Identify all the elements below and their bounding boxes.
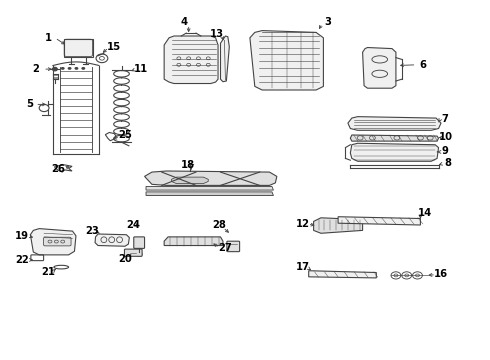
Circle shape <box>61 67 65 70</box>
Polygon shape <box>64 39 93 57</box>
Text: 4: 4 <box>180 17 187 27</box>
FancyBboxPatch shape <box>227 241 240 252</box>
Text: 17: 17 <box>296 262 310 272</box>
Text: 18: 18 <box>181 160 195 170</box>
Text: 12: 12 <box>296 219 310 229</box>
Polygon shape <box>348 117 441 130</box>
Polygon shape <box>164 36 218 84</box>
Text: 5: 5 <box>26 99 33 109</box>
Text: 13: 13 <box>210 29 223 39</box>
FancyBboxPatch shape <box>44 237 71 246</box>
Polygon shape <box>172 177 208 184</box>
Text: 9: 9 <box>441 146 448 156</box>
Text: 19: 19 <box>15 231 29 241</box>
Polygon shape <box>350 135 439 141</box>
Text: 3: 3 <box>324 17 331 27</box>
Polygon shape <box>309 271 376 278</box>
Polygon shape <box>30 229 76 255</box>
Polygon shape <box>220 36 229 82</box>
Text: 2: 2 <box>32 64 39 74</box>
Polygon shape <box>350 143 439 161</box>
Text: 10: 10 <box>439 132 453 142</box>
Polygon shape <box>363 48 396 88</box>
Text: 27: 27 <box>219 243 232 253</box>
Polygon shape <box>146 192 273 195</box>
Polygon shape <box>164 237 223 246</box>
Text: 8: 8 <box>445 158 452 168</box>
Circle shape <box>74 67 78 70</box>
Text: 21: 21 <box>41 267 55 277</box>
Polygon shape <box>314 218 363 233</box>
FancyBboxPatch shape <box>134 237 145 248</box>
Text: 15: 15 <box>107 42 121 52</box>
Text: 28: 28 <box>213 220 226 230</box>
FancyBboxPatch shape <box>124 249 142 256</box>
Polygon shape <box>250 31 323 90</box>
Text: 20: 20 <box>118 254 132 264</box>
Text: 11: 11 <box>134 64 148 74</box>
Text: 6: 6 <box>419 60 426 70</box>
Circle shape <box>68 67 72 70</box>
Text: 25: 25 <box>118 130 132 140</box>
Text: 22: 22 <box>15 255 29 265</box>
Text: 23: 23 <box>85 226 99 236</box>
Text: 16: 16 <box>434 269 448 279</box>
Text: 26: 26 <box>51 164 65 174</box>
Circle shape <box>81 67 85 70</box>
Text: 14: 14 <box>418 208 433 218</box>
Text: 7: 7 <box>441 114 448 124</box>
Polygon shape <box>95 234 129 246</box>
Circle shape <box>52 67 57 71</box>
Polygon shape <box>145 171 277 185</box>
Polygon shape <box>338 217 420 225</box>
Text: 1: 1 <box>45 33 51 43</box>
Polygon shape <box>146 186 273 190</box>
Text: 24: 24 <box>126 220 140 230</box>
